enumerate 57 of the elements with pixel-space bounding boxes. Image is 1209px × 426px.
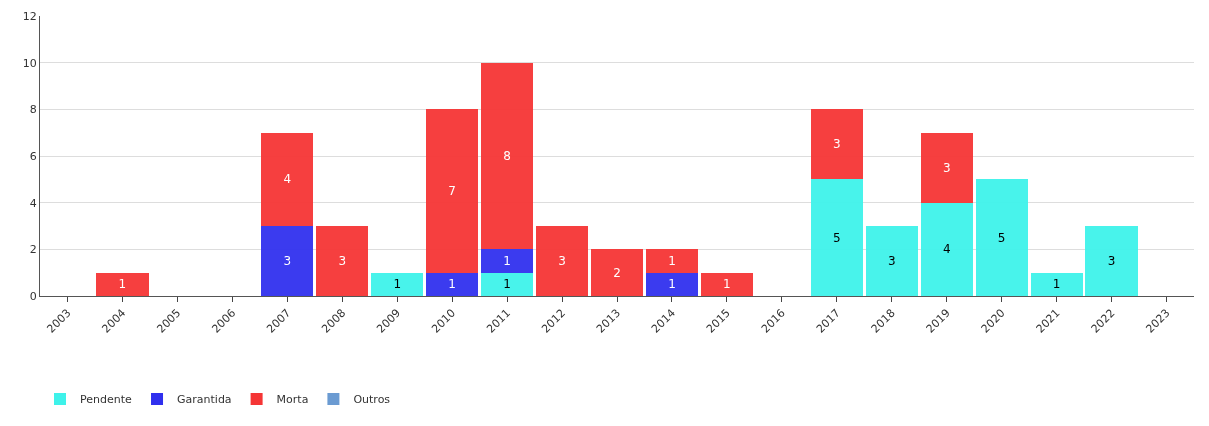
bar: [1085, 226, 1138, 296]
bar: [480, 272, 534, 296]
legend-label: Pendente: [80, 393, 133, 407]
data-label: 1: [393, 277, 402, 292]
y-tick-label: 6: [29, 149, 37, 163]
bar: [810, 179, 863, 296]
bar: [480, 62, 534, 250]
legend-label: Outros: [353, 393, 391, 407]
data-label: 3: [942, 160, 951, 175]
bar: [535, 226, 589, 296]
bar: [426, 109, 479, 273]
data-label: 2: [613, 265, 621, 280]
data-label: 3: [558, 254, 566, 268]
bar: [480, 249, 534, 273]
data-label: 3: [338, 254, 347, 268]
data-label: 5: [997, 230, 1006, 245]
y-tick-label: 10: [22, 56, 37, 70]
bar: [96, 272, 149, 296]
bar: [645, 249, 699, 273]
bar: [590, 249, 644, 296]
data-label: 1: [1052, 277, 1061, 292]
data-label: 7: [448, 184, 456, 198]
bar: [316, 226, 369, 296]
bar: [371, 272, 424, 296]
bar: [426, 272, 479, 296]
data-label: 3: [832, 137, 841, 152]
bar: [261, 226, 314, 296]
bar: [920, 132, 973, 203]
data-label: 1: [118, 277, 127, 292]
y-tick-label: 0: [29, 289, 37, 303]
data-label: 1: [723, 277, 731, 292]
bar: [700, 272, 754, 296]
bar: [920, 202, 973, 296]
data-label: 5: [832, 230, 841, 245]
bar: [1030, 272, 1083, 296]
bar: [975, 179, 1028, 296]
data-label: 4: [942, 242, 951, 257]
data-label: 1: [448, 277, 456, 292]
bar: [865, 226, 918, 296]
data-label: 1: [503, 277, 511, 292]
data-label: 3: [887, 254, 896, 268]
legend-label: Garantida: [177, 393, 232, 407]
data-label: 1: [503, 254, 511, 268]
bar: [645, 272, 699, 296]
y-tick-label: 4: [29, 196, 37, 210]
legend-label: Morta: [276, 393, 309, 407]
data-label: 1: [668, 254, 676, 268]
data-label: 8: [503, 149, 511, 163]
y-tick-label: 8: [29, 103, 37, 117]
bar: [261, 132, 314, 226]
data-label: 4: [283, 172, 292, 187]
bar: [810, 109, 863, 180]
y-tick-label: 2: [29, 243, 37, 257]
data-label: 3: [283, 254, 292, 268]
y-tick-label: 12: [22, 9, 37, 23]
data-label: 3: [1107, 254, 1116, 268]
data-label: 1: [668, 277, 676, 292]
